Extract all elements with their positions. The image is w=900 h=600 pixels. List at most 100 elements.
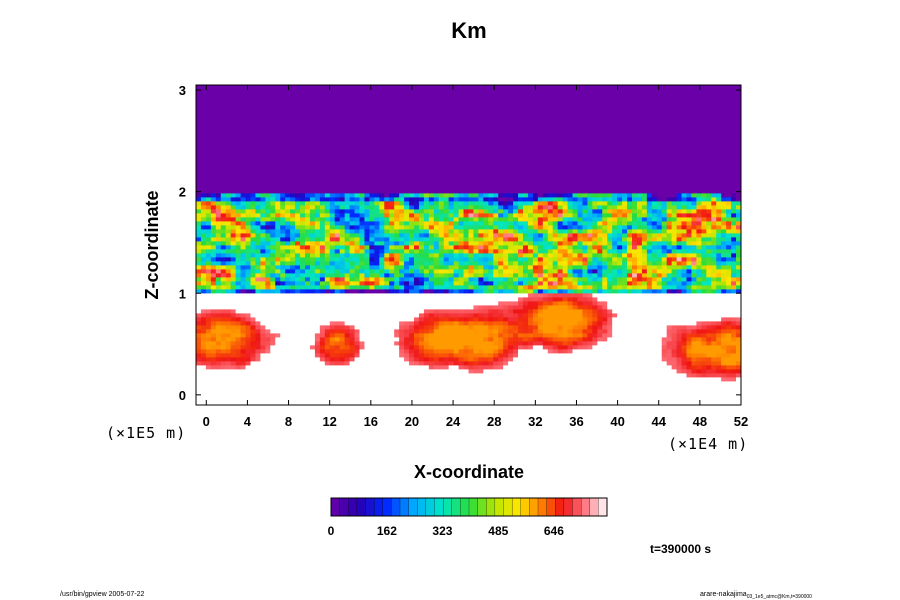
- heatmap-cell: [205, 149, 212, 154]
- heatmap-cell: [399, 245, 405, 250]
- heatmap-cell: [260, 329, 266, 334]
- heatmap-cell: [453, 285, 459, 290]
- heatmap-cell: [314, 137, 321, 142]
- heatmap-cell: [339, 217, 346, 222]
- heatmap-cell: [369, 325, 375, 330]
- heatmap-cell: [443, 285, 450, 290]
- heatmap-cell: [349, 261, 355, 266]
- heatmap-cell: [245, 325, 251, 330]
- heatmap-cell: [309, 377, 316, 382]
- heatmap-cell: [196, 125, 202, 130]
- heatmap-cell: [215, 389, 222, 394]
- heatmap-cell: [235, 397, 241, 402]
- heatmap-cell: [394, 393, 400, 398]
- heatmap-cell: [418, 213, 425, 218]
- heatmap-cell: [245, 233, 251, 238]
- heatmap-cell: [468, 209, 474, 214]
- heatmap-cell: [314, 309, 321, 314]
- heatmap-cell: [463, 305, 469, 310]
- heatmap-cell: [309, 149, 316, 154]
- heatmap-cell: [473, 181, 479, 186]
- heatmap-cell: [275, 233, 281, 238]
- heatmap-cell: [250, 345, 256, 350]
- heatmap-cell: [374, 229, 380, 234]
- heatmap-cell: [270, 173, 276, 178]
- heatmap-cell: [285, 113, 291, 118]
- heatmap-cell: [394, 357, 400, 362]
- heatmap-cell: [260, 361, 266, 366]
- heatmap-cell: [275, 109, 281, 114]
- heatmap-cell: [324, 169, 331, 174]
- heatmap-cell: [270, 213, 276, 218]
- heatmap-cell: [300, 353, 306, 358]
- heatmap-cell: [409, 205, 415, 210]
- heatmap-cell: [215, 165, 222, 170]
- heatmap-cell: [414, 93, 420, 98]
- heatmap-cell: [285, 369, 291, 374]
- heatmap-cell: [220, 229, 227, 234]
- heatmap-cell: [265, 305, 271, 310]
- heatmap-cell: [319, 249, 326, 254]
- heatmap-cell: [305, 161, 311, 166]
- heatmap-cell: [478, 337, 484, 342]
- heatmap-cell: [235, 101, 241, 106]
- heatmap-cell: [374, 217, 380, 222]
- heatmap-cell: [260, 333, 266, 338]
- heatmap-cell: [210, 181, 217, 186]
- heatmap-cell: [399, 325, 405, 330]
- heatmap-cell: [235, 161, 241, 166]
- heatmap-cell: [240, 85, 246, 90]
- heatmap-cell: [473, 245, 479, 250]
- heatmap-cell: [463, 141, 469, 146]
- heatmap-cell: [369, 161, 375, 166]
- heatmap-cell: [399, 377, 405, 382]
- heatmap-cell: [344, 197, 350, 202]
- heatmap-cell: [349, 189, 355, 194]
- heatmap-cell: [379, 137, 385, 142]
- heatmap-cell: [270, 297, 276, 302]
- heatmap-cell: [423, 141, 430, 146]
- heatmap-cell: [389, 181, 395, 186]
- heatmap-cell: [409, 269, 415, 274]
- heatmap-cell: [493, 145, 499, 150]
- heatmap-cell: [399, 101, 405, 106]
- heatmap-cell: [314, 401, 321, 406]
- heatmap-cell: [230, 209, 237, 214]
- heatmap-cell: [379, 321, 385, 326]
- heatmap-cell: [458, 401, 464, 406]
- heatmap-cell: [498, 349, 504, 354]
- heatmap-cell: [374, 293, 380, 298]
- heatmap-cell: [210, 233, 217, 238]
- heatmap-cell: [245, 125, 251, 130]
- heatmap-cell: [329, 257, 336, 262]
- heatmap-cell: [394, 341, 400, 346]
- heatmap-cell: [305, 133, 311, 138]
- heatmap-cell: [369, 213, 375, 218]
- heatmap-cell: [339, 141, 346, 146]
- heatmap-cell: [379, 329, 385, 334]
- heatmap-cell: [404, 97, 410, 102]
- heatmap-cell: [488, 305, 494, 310]
- heatmap-cell: [324, 213, 331, 218]
- heatmap-cell: [220, 105, 227, 110]
- heatmap-cell: [260, 189, 266, 194]
- heatmap-cell: [438, 133, 445, 138]
- heatmap-cell: [478, 105, 484, 110]
- heatmap-cell: [290, 257, 296, 262]
- heatmap-cell: [473, 353, 479, 358]
- heatmap-cell: [329, 369, 336, 374]
- heatmap-cell: [240, 189, 246, 194]
- heatmap-cell: [305, 181, 311, 186]
- heatmap-cell: [295, 369, 301, 374]
- heatmap-cell: [275, 345, 281, 350]
- heatmap-cell: [314, 381, 321, 386]
- heatmap-cell: [349, 197, 355, 202]
- heatmap-cell: [280, 121, 286, 126]
- heatmap-cell: [344, 153, 350, 158]
- heatmap-cell: [290, 381, 296, 386]
- heatmap-cell: [438, 269, 445, 274]
- heatmap-cell: [369, 109, 375, 114]
- heatmap-cell: [295, 257, 301, 262]
- heatmap-cell: [280, 169, 286, 174]
- heatmap-cell: [389, 357, 395, 362]
